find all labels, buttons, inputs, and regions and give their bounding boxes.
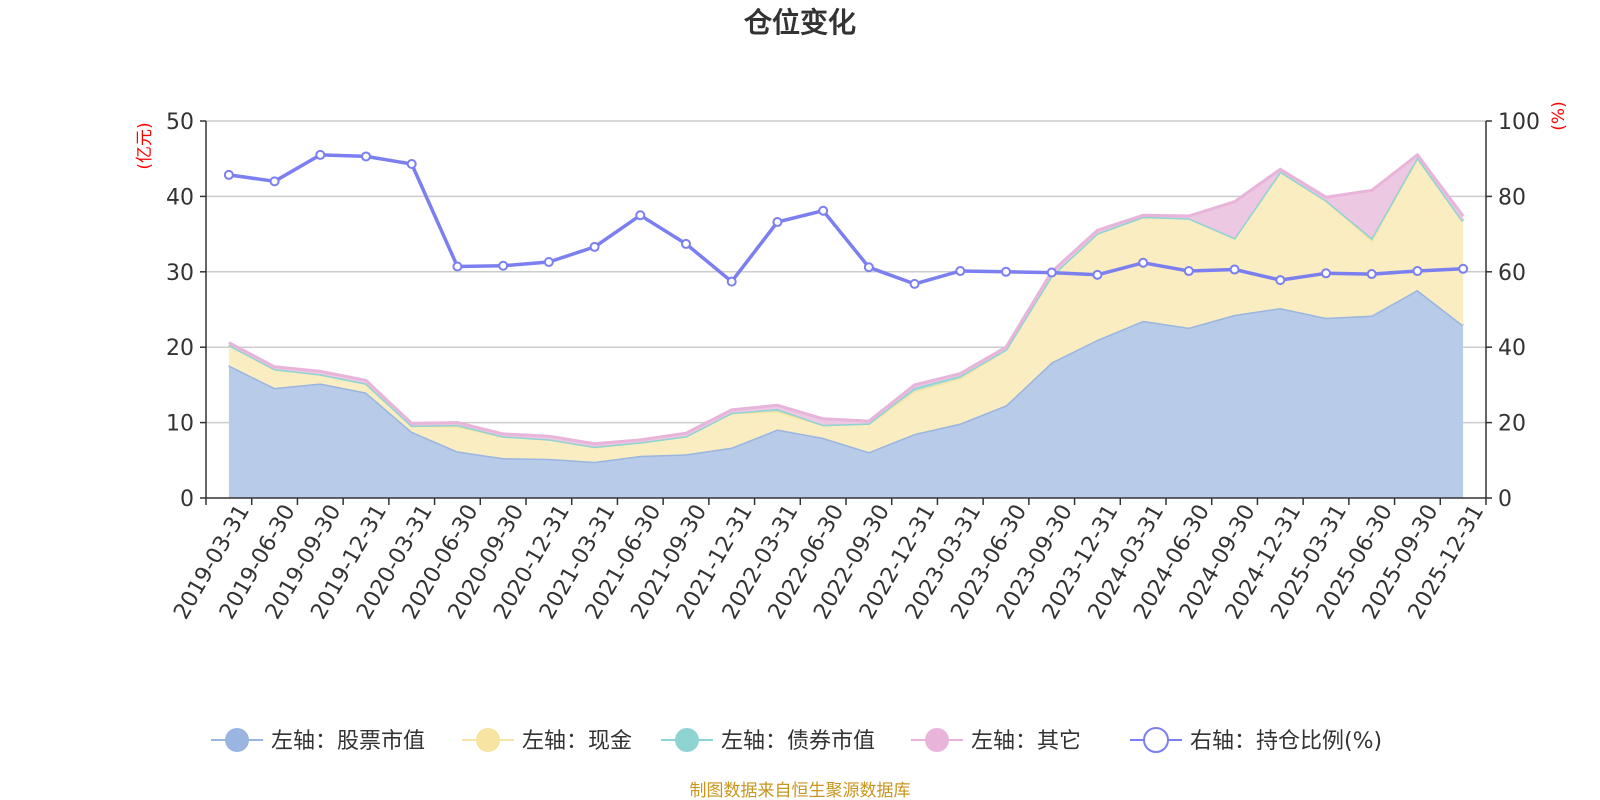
position-ratio-point bbox=[1366, 269, 1377, 280]
legend-marker bbox=[225, 728, 249, 752]
other-area-edge bbox=[228, 152, 1465, 446]
position-ratio-point bbox=[1458, 263, 1469, 274]
legend-marker bbox=[925, 728, 949, 752]
position-ratio-point bbox=[1412, 266, 1423, 277]
legend-label: 左轴：债券市值 bbox=[721, 729, 875, 754]
legend-position-ratio: 右轴：持仓比例(%) bbox=[1130, 727, 1382, 754]
stock-value-area bbox=[228, 289, 1464, 498]
position-ratio-point bbox=[635, 210, 646, 221]
position-ratio-point bbox=[543, 256, 554, 267]
position-ratio-point bbox=[361, 151, 371, 162]
legend-label: 左轴：其它 bbox=[971, 729, 1081, 754]
position-ratio-line bbox=[223, 149, 1469, 289]
left-axis-unit: (亿元) bbox=[135, 122, 155, 169]
legend: 左轴：股票市值 左轴：现金 左轴：债券市值 左轴：其它 右轴：持仓比例(%) bbox=[211, 727, 1382, 754]
legend-bond-value: 左轴：债券市值 bbox=[661, 728, 875, 754]
right-axis-tick-label: 80 bbox=[1498, 185, 1526, 210]
right-axis-tick-label: 20 bbox=[1498, 412, 1526, 437]
chart-title: 仓位变化 bbox=[744, 6, 856, 39]
left-axis-tick-label: 0 bbox=[180, 487, 194, 512]
legend-marker bbox=[476, 728, 500, 752]
position-ratio-point bbox=[452, 261, 463, 272]
legend-marker bbox=[675, 728, 699, 752]
position-ratio-point bbox=[223, 169, 234, 180]
position-ratio-polyline bbox=[228, 153, 1464, 286]
position-ratio-point bbox=[1275, 275, 1286, 286]
right-axis-tick-label: 0 bbox=[1498, 487, 1512, 512]
legend-cash: 左轴：现金 bbox=[462, 728, 632, 754]
legend-label: 左轴：现金 bbox=[522, 729, 632, 754]
position-ratio-point bbox=[772, 217, 783, 228]
left-axis-tick-label: 30 bbox=[166, 261, 194, 286]
left-axis-tick-label: 10 bbox=[166, 412, 194, 437]
left-axis-tick-label: 40 bbox=[166, 185, 194, 210]
cash-area bbox=[228, 157, 1464, 462]
left-axis-tick-label: 20 bbox=[166, 336, 194, 361]
position-ratio-point bbox=[1229, 264, 1240, 275]
legend-label: 左轴：股票市值 bbox=[271, 729, 425, 754]
stacked-areas bbox=[228, 152, 1465, 498]
position-ratio-point bbox=[1001, 266, 1011, 277]
position-ratio-point bbox=[1183, 266, 1194, 277]
data-source-note: 制图数据来自恒生聚源数据库 bbox=[690, 781, 911, 800]
position-ratio-point bbox=[726, 276, 737, 287]
right-axis-tick-label: 40 bbox=[1498, 336, 1526, 361]
position-ratio-point bbox=[818, 205, 829, 216]
right-axis-tick-label: 100 bbox=[1498, 110, 1540, 135]
position-ratio-point bbox=[1138, 257, 1149, 268]
position-ratio-point bbox=[681, 238, 691, 249]
legend-other: 左轴：其它 bbox=[911, 728, 1081, 754]
position-ratio-point bbox=[589, 241, 600, 252]
position-ratio-point bbox=[406, 158, 417, 169]
left-axis-tick-label: 50 bbox=[166, 110, 194, 135]
position-ratio-point bbox=[315, 149, 326, 160]
legend-label: 右轴：持仓比例(%) bbox=[1190, 729, 1382, 754]
position-ratio-point bbox=[863, 262, 874, 273]
legend-stock-value: 左轴：股票市值 bbox=[211, 728, 425, 754]
position-ratio-point bbox=[909, 278, 920, 289]
right-axis-tick-label: 60 bbox=[1498, 261, 1526, 286]
right-axis-unit: (%) bbox=[1549, 101, 1569, 130]
position-ratio-point bbox=[1321, 268, 1331, 279]
position-ratio-point bbox=[1092, 269, 1103, 280]
position-ratio-point bbox=[498, 260, 509, 271]
position-ratio-point bbox=[955, 266, 966, 277]
position-ratio-point bbox=[269, 176, 280, 187]
position-ratio-point bbox=[1046, 267, 1057, 278]
legend-marker bbox=[1143, 727, 1169, 753]
